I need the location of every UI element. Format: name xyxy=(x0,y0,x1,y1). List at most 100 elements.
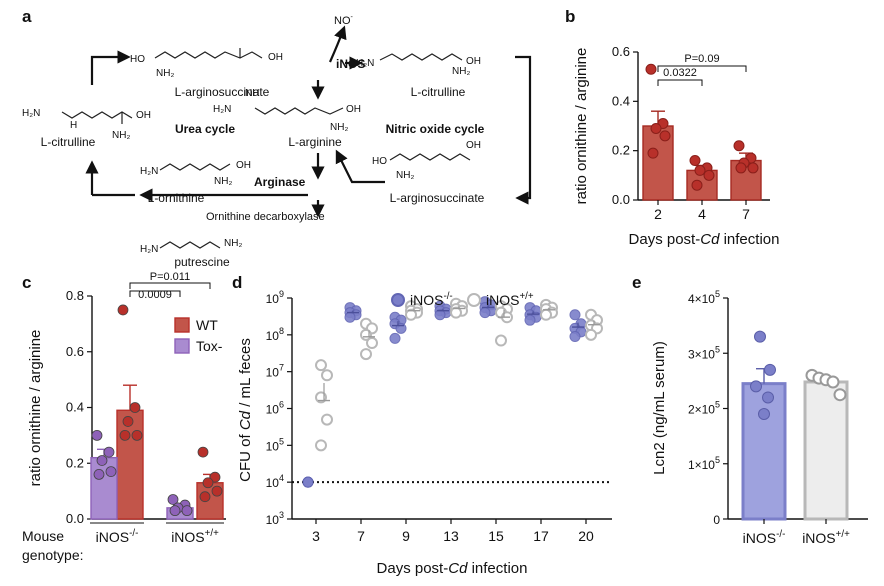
svg-text:NH₂: NH₂ xyxy=(330,122,348,133)
d-data-point xyxy=(366,337,378,350)
e-y-tick-mantissa: 2×10 xyxy=(688,403,715,417)
d-y-label-prefix: CFU of xyxy=(237,430,254,482)
nitric-oxide-cycle-label: Nitric oxide cycle xyxy=(386,122,485,136)
c-legend-label: Tox- xyxy=(196,338,223,354)
panel-label-c: c xyxy=(22,273,31,292)
c-data-point xyxy=(96,455,108,466)
c-group-label-sup: +/+ xyxy=(205,528,219,539)
d-data-point xyxy=(450,306,462,319)
enzyme-ornithine-decarboxylase: Ornithine decarboxylase xyxy=(206,211,325,223)
d-y-tick-base: 10 xyxy=(266,292,280,306)
c-data-point xyxy=(209,471,221,483)
d-legend-marker xyxy=(391,293,405,307)
svg-text:H₂N: H₂N xyxy=(140,244,158,255)
d-y-tick-label: 106 xyxy=(266,400,284,417)
b-x-tick-label: 4 xyxy=(698,206,706,222)
svg-text:H₂N: H₂N xyxy=(213,104,231,115)
c-sig-label: 0.0009 xyxy=(138,289,172,301)
d-y-tick-label: 103 xyxy=(266,510,284,527)
c-y-tick-label: 0.4 xyxy=(66,400,84,415)
e-y-tick-mantissa: 3×10 xyxy=(688,347,715,361)
e-y-tick-label: 4×105 xyxy=(688,289,720,306)
b-sig-bracket xyxy=(657,65,747,72)
d-data-point xyxy=(302,476,314,488)
b-data-point xyxy=(650,122,662,134)
panel-b: b 0.0 0.2 0.4 0.6 2 4 7 0.0322 P=0.09 ratio ornit… xyxy=(565,7,779,248)
d-y-tick-label: 109 xyxy=(266,289,284,306)
c-y-axis-label: ratio ornithine / arginine xyxy=(27,330,44,487)
e-y-tick-mantissa: 4×10 xyxy=(688,292,715,306)
d-legend-label-sup: +/+ xyxy=(519,291,533,302)
d-data-point xyxy=(540,308,552,321)
d-data-point xyxy=(360,348,372,361)
b-x-label-italic: Cd xyxy=(700,231,720,248)
d-x-label-italic: Cd xyxy=(448,560,468,577)
svg-text:NH₂: NH₂ xyxy=(112,130,130,141)
c-data-point xyxy=(211,485,223,497)
e-data-point xyxy=(762,391,774,404)
d-data-point xyxy=(344,311,356,323)
svg-text:H: H xyxy=(70,120,77,131)
d-y-tick-label: 105 xyxy=(266,436,284,453)
b-y-tick-label: 0.0 xyxy=(612,192,630,207)
d-x-tick-label: 13 xyxy=(443,528,459,544)
d-data-point xyxy=(315,359,327,372)
d-data-point xyxy=(569,309,581,321)
d-x-tick-label: 17 xyxy=(533,528,549,544)
d-legend-label-base: iNOS xyxy=(486,292,519,308)
cycle-arrows xyxy=(85,25,532,218)
d-y-label-suffix: / mL feces xyxy=(237,338,254,411)
b-x-label-suffix: infection xyxy=(719,231,779,248)
c-legend-swatch xyxy=(174,338,190,354)
molecule-l-arginosuccinate-right: L-arginosuccinate xyxy=(390,191,485,205)
d-y-tick-base: 10 xyxy=(266,476,280,490)
b-data-point xyxy=(659,130,671,142)
b-sig-label: 0.0322 xyxy=(663,67,697,79)
svg-text:OH: OH xyxy=(136,110,151,121)
e-x-tick-label-sup: -/- xyxy=(776,529,785,540)
d-data-point xyxy=(321,413,333,426)
c-sig-label: P=0.011 xyxy=(150,271,190,283)
svg-text:NH₂: NH₂ xyxy=(396,170,414,181)
d-x-tick-label: 7 xyxy=(357,528,365,544)
nitric-oxide-product: NO- xyxy=(334,14,354,27)
svg-text:NH₂: NH₂ xyxy=(214,176,232,187)
b-y-axis-label: ratio ornithine / arginine xyxy=(573,48,590,205)
c-data-point xyxy=(197,446,209,458)
c-y-tick-label: 0.0 xyxy=(66,511,84,526)
e-data-point xyxy=(754,330,766,343)
d-x-tick-label: 15 xyxy=(488,528,504,544)
c-group-label: iNOS+/+ xyxy=(171,528,219,545)
e-x-tick-label-sup: +/+ xyxy=(836,529,850,540)
d-x-tick-label: 3 xyxy=(312,528,320,544)
c-legend-swatch xyxy=(174,317,190,333)
panel-a: a H₂N H NH₂ OH xyxy=(22,7,532,269)
molecule-l-citrulline-left: L-citrulline xyxy=(41,135,96,149)
d-y-tick-exp: 5 xyxy=(279,436,284,446)
e-y-tick-exp: 5 xyxy=(715,400,720,410)
svg-text:HO: HO xyxy=(372,156,387,167)
d-data-point xyxy=(479,307,491,319)
c-group-label-base: iNOS xyxy=(171,529,204,545)
e-x-tick-label: iNOS+/+ xyxy=(802,529,850,546)
e-y-tick-label: 1×105 xyxy=(688,455,720,472)
svg-text:NH₂: NH₂ xyxy=(224,238,242,249)
d-y-tick-exp: 3 xyxy=(279,510,284,520)
c-data-point xyxy=(181,505,193,517)
b-y-tick-label: 0.2 xyxy=(612,143,630,158)
svg-text:H₂N: H₂N xyxy=(356,58,374,69)
c-data-point xyxy=(91,429,103,441)
d-y-tick-exp: 6 xyxy=(279,400,284,410)
d-data-point xyxy=(405,308,417,321)
svg-text:OH: OH xyxy=(236,160,251,171)
d-y-tick-base: 10 xyxy=(266,513,280,527)
c-group-label-sup: -/- xyxy=(129,528,138,539)
svg-text:OH: OH xyxy=(466,140,481,151)
panel-label-a: a xyxy=(22,7,32,26)
d-data-point xyxy=(315,439,327,452)
b-sig-label: P=0.09 xyxy=(684,53,719,65)
d-legend-label: iNOS+/+ xyxy=(486,291,534,308)
b-x-axis-label: Days post-Cd infection xyxy=(629,231,780,248)
c-row-title-1: Mouse xyxy=(22,528,64,544)
